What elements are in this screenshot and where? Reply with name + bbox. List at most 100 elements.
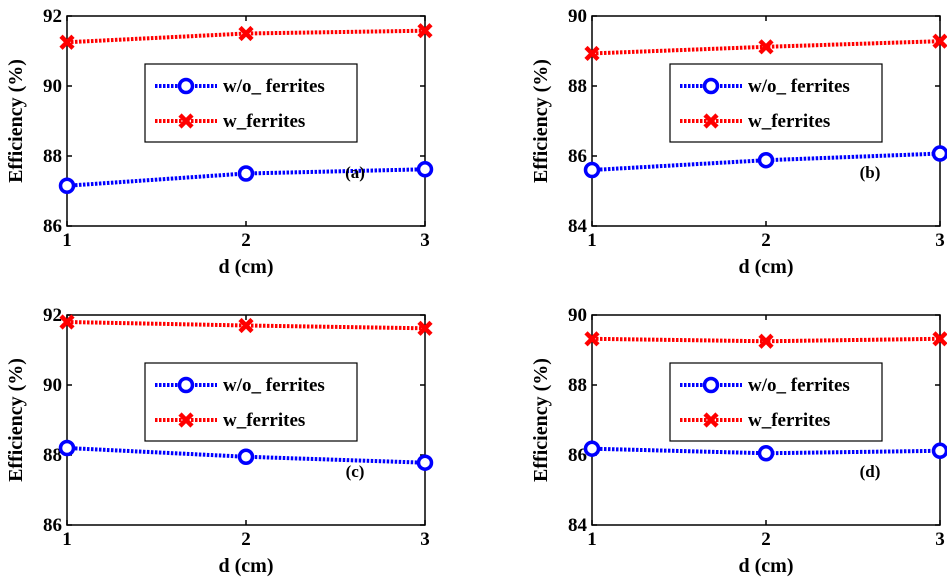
data-point [757,151,775,169]
series-with-ferrites [584,331,947,349]
legend-marker [177,77,195,95]
y-axis-label: Efficiency (%) [530,358,552,482]
data-point [758,333,774,349]
legend-entry: w/o_ ferrites [223,76,325,97]
x-tick-label: 3 [935,529,945,550]
y-tick-label: 88 [568,375,587,396]
y-tick-label: 88 [568,76,587,97]
legend: w/o_ ferrites w_ferrites [669,362,883,442]
legend: w/o_ ferrites w_ferrites [144,362,358,442]
series-line [66,320,426,331]
data-point [59,34,75,50]
legend-entry: w_ferrites [748,111,830,132]
data-point [417,23,433,39]
x-tick-label: 3 [420,529,430,550]
data-point [238,25,254,42]
x-tick-label: 3 [420,230,430,251]
chart-panel-4: 84 86 88 90 1 2 3 d (cm) Efficiency (%) w/o_ ferr… [530,305,947,577]
series-without-ferrites [58,439,434,471]
legend-entry: w/o_ ferrites [748,76,850,97]
y-tick-label: 92 [43,305,62,326]
panel-label: (b) [860,163,881,182]
data-point [583,440,601,457]
data-point [758,39,774,55]
data-point [238,317,254,334]
legend-marker [177,376,195,394]
y-tick-label: 90 [43,375,62,396]
chart-panel-1: 86 88 90 92 1 2 3 d (cm) Efficiency (%) w/o_ ferr… [5,6,434,278]
legend-box [144,63,358,143]
x-tick-label: 2 [241,230,251,251]
y-tick-label: 88 [43,146,62,167]
data-point [583,161,601,179]
data-point [931,442,947,460]
data-point [58,177,76,194]
y-tick-label: 86 [43,515,62,536]
y-tick-label: 84 [568,515,588,536]
x-tick-label: 3 [935,230,945,251]
legend-box [144,362,358,442]
data-point [59,314,75,330]
data-point [417,320,433,336]
series-with-ferrites [59,314,433,336]
data-point [58,439,76,457]
chart-panel-2: 84 86 88 90 1 2 3 d (cm) Efficiency (%) w/o_ ferr… [530,6,947,278]
panel-label: (d) [860,462,881,481]
x-tick-label: 1 [587,230,597,251]
x-tick-label: 2 [241,529,251,550]
legend: w/o_ ferrites w_ferrites [669,63,883,143]
panel-label: (c) [346,462,365,481]
data-point [237,448,255,465]
legend-box [669,63,883,143]
data-point [931,145,947,162]
y-tick-label: 86 [568,146,587,167]
y-tick-label: 86 [568,445,587,466]
legend-marker [703,412,719,428]
legend-entry: w_ferrites [223,111,305,132]
y-tick-label: 88 [43,445,62,466]
data-point [757,445,775,462]
y-tick-label: 90 [568,6,587,27]
y-axis-label: Efficiency (%) [530,59,552,183]
y-axis-label: Efficiency (%) [5,358,27,482]
legend-marker [702,77,720,95]
x-axis-label: d (cm) [739,555,794,577]
data-point [584,331,600,347]
legend-marker [702,376,720,394]
chart-panel-3: 86 88 90 92 1 2 3 d (cm) Efficiency (%) w/o_ ferr… [5,305,434,577]
data-point [416,454,434,471]
y-tick-label: 84 [568,216,588,237]
series-with-ferrites [59,23,433,50]
series-without-ferrites [583,145,947,179]
series-without-ferrites [583,440,947,462]
series-without-ferrites [58,161,434,194]
legend-box [669,362,883,442]
data-point [237,165,255,182]
data-point [932,33,947,49]
legend-entry: w/o_ ferrites [223,375,325,396]
y-axis-label: Efficiency (%) [5,59,27,183]
legend-marker [178,113,194,129]
legend-marker [178,412,194,428]
x-tick-label: 1 [587,529,597,550]
y-tick-label: 90 [43,76,62,97]
legend: w/o_ ferrites w_ferrites [144,63,358,143]
y-tick-label: 86 [43,216,62,237]
x-tick-label: 2 [761,230,771,251]
legend-marker [703,113,719,129]
y-tick-label: 92 [43,6,62,27]
legend-entry: w_ferrites [748,410,830,431]
x-axis-label: d (cm) [219,256,274,278]
data-point [584,45,600,62]
x-tick-label: 1 [62,529,72,550]
x-axis-label: d (cm) [219,555,274,577]
series-with-ferrites [584,33,947,62]
x-tick-label: 2 [761,529,771,550]
panel-label: (a) [345,163,365,182]
x-tick-label: 1 [62,230,72,251]
legend-entry: w_ferrites [223,410,305,431]
data-point [932,331,947,347]
data-point [416,161,434,178]
y-tick-label: 90 [568,305,587,326]
